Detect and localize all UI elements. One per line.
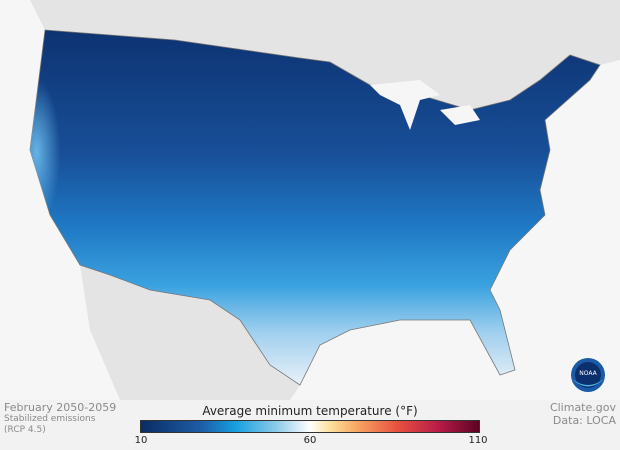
scenario-label: Stabilized emissions	[4, 414, 96, 424]
west-coast-warm	[30, 30, 110, 275]
mexico-land	[80, 265, 300, 400]
temperature-map: NOAA	[0, 0, 620, 400]
legend-min: 10	[134, 435, 148, 446]
noaa-logo: NOAA	[571, 358, 605, 392]
legend-title: Average minimum temperature (°F)	[202, 404, 418, 418]
svg-text:NOAA: NOAA	[579, 370, 597, 377]
great-lakes	[370, 80, 480, 130]
credit-label: Climate.gov	[549, 401, 616, 414]
credits: Climate.gov Data: LOCA	[550, 401, 616, 427]
scenario-code: (RCP 4.5)	[4, 425, 46, 435]
legend-max: 110	[468, 435, 488, 446]
canada-land	[0, 0, 620, 110]
period-label: February 2050-2059	[4, 401, 117, 414]
map-caption: February 2050-2059 Stabilized emissions …	[4, 401, 116, 436]
legend-mid: 60	[303, 435, 317, 446]
legend-colorbar	[140, 420, 480, 433]
source-label: Data: LOCA	[552, 414, 616, 427]
